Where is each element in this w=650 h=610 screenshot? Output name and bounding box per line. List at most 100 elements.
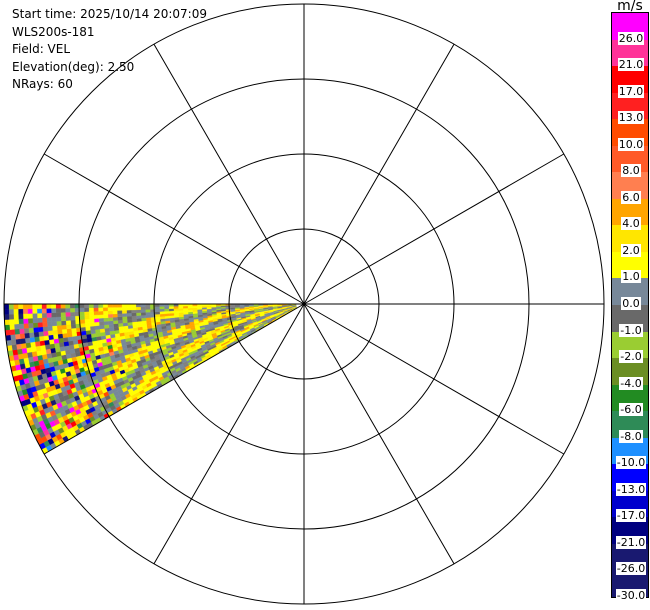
velocity-gate	[201, 305, 207, 308]
velocity-gate	[94, 325, 100, 330]
velocity-gate	[102, 310, 109, 315]
velocity-gate	[116, 307, 123, 311]
colorbar-label: 26.0	[617, 31, 645, 45]
velocity-gate	[83, 303, 89, 308]
velocity-gate	[18, 308, 24, 315]
velocity-gate	[98, 303, 104, 308]
velocity-gate	[108, 327, 115, 332]
velocity-gate	[164, 310, 170, 314]
velocity-gate	[244, 304, 250, 307]
azimuth-spoke	[153, 43, 305, 305]
velocity-gate	[98, 321, 105, 326]
velocity-gate	[32, 313, 38, 319]
velocity-gate	[51, 312, 57, 318]
velocity-gate	[178, 308, 184, 311]
velocity-gate	[173, 310, 179, 314]
velocity-gate	[58, 337, 64, 343]
velocity-gate	[84, 318, 90, 324]
velocity-gate	[206, 305, 212, 308]
velocity-gate	[116, 310, 123, 314]
velocity-gate	[85, 326, 91, 331]
velocity-gate	[187, 307, 193, 311]
velocity-gate	[211, 305, 217, 308]
velocity-gate	[8, 313, 14, 320]
velocity-gate	[38, 331, 44, 337]
velocity-gate	[98, 317, 104, 323]
velocity-gate	[56, 320, 62, 326]
velocity-gate	[197, 307, 203, 310]
velocity-gate	[107, 313, 113, 318]
velocity-gate	[3, 303, 9, 310]
velocity-gate	[98, 307, 104, 312]
velocity-gate	[98, 314, 104, 319]
velocity-gate	[80, 323, 86, 328]
velocity-gate	[182, 307, 188, 311]
velocity-gate	[27, 303, 33, 309]
velocity-gate	[107, 317, 114, 322]
velocity-gate	[51, 321, 57, 327]
velocity-gate	[10, 334, 16, 341]
velocity-gate	[65, 324, 72, 330]
velocity-gate	[8, 308, 14, 315]
velocity-gate	[98, 310, 104, 315]
velocity-gate	[79, 319, 86, 324]
velocity-gate	[70, 323, 77, 329]
velocity-gate	[154, 311, 160, 315]
velocity-gate	[36, 303, 42, 309]
velocity-gate	[65, 312, 71, 317]
velocity-gate	[24, 332, 30, 339]
velocity-gate	[25, 342, 32, 349]
velocity-gate	[94, 321, 100, 327]
velocity-gate	[50, 308, 57, 313]
velocity-gate	[32, 303, 38, 309]
velocity-gate	[164, 306, 170, 310]
colorbar-label: 10.0	[617, 137, 645, 151]
velocity-gate	[107, 303, 113, 308]
velocity-gate	[49, 343, 56, 349]
velocity-gate	[178, 305, 184, 309]
colorbar-label: 17.0	[617, 84, 645, 98]
velocity-gate	[24, 337, 31, 344]
velocity-gate	[60, 312, 66, 317]
velocity-gate	[131, 309, 137, 314]
velocity-gate	[28, 322, 34, 329]
velocity-gate	[66, 332, 73, 338]
velocity-gate	[154, 313, 161, 318]
velocity-gate	[13, 303, 19, 310]
velocity-gate	[159, 311, 165, 315]
velocity-gate	[99, 324, 105, 330]
velocity-gate	[182, 309, 189, 313]
colorbar-label: -1.0	[619, 323, 643, 337]
velocity-gate	[192, 309, 198, 312]
velocity-gate	[19, 328, 25, 335]
velocity-gate	[93, 311, 99, 316]
velocity-gate	[36, 313, 43, 319]
velocity-gate	[159, 313, 165, 317]
velocity-gate	[10, 339, 17, 346]
velocity-gate	[102, 303, 108, 308]
velocity-gate	[60, 303, 66, 309]
velocity-gate	[89, 318, 95, 323]
velocity-gate	[112, 310, 118, 315]
velocity-gate	[55, 312, 61, 318]
velocity-gate	[88, 307, 94, 312]
velocity-gate	[51, 325, 58, 331]
velocity-gate	[8, 303, 14, 310]
instrument-name: WLS200s-181	[12, 24, 95, 39]
velocity-gate	[79, 303, 85, 309]
velocity-gate	[3, 309, 10, 315]
azimuth-spoke	[303, 153, 565, 305]
velocity-gate	[103, 317, 109, 322]
velocity-gate	[80, 326, 86, 332]
velocity-gate	[117, 322, 124, 327]
velocity-gate	[112, 313, 118, 318]
velocity-gate	[39, 340, 46, 346]
velocity-gate	[41, 317, 48, 323]
velocity-gate	[27, 308, 33, 314]
velocity-gate	[11, 344, 18, 351]
velocity-gate	[62, 337, 69, 343]
velocity-gate	[126, 309, 132, 314]
elevation: Elevation(deg): 2.50	[12, 59, 135, 74]
velocity-gate	[103, 324, 110, 329]
colorbar-label: 6.0	[621, 190, 641, 204]
